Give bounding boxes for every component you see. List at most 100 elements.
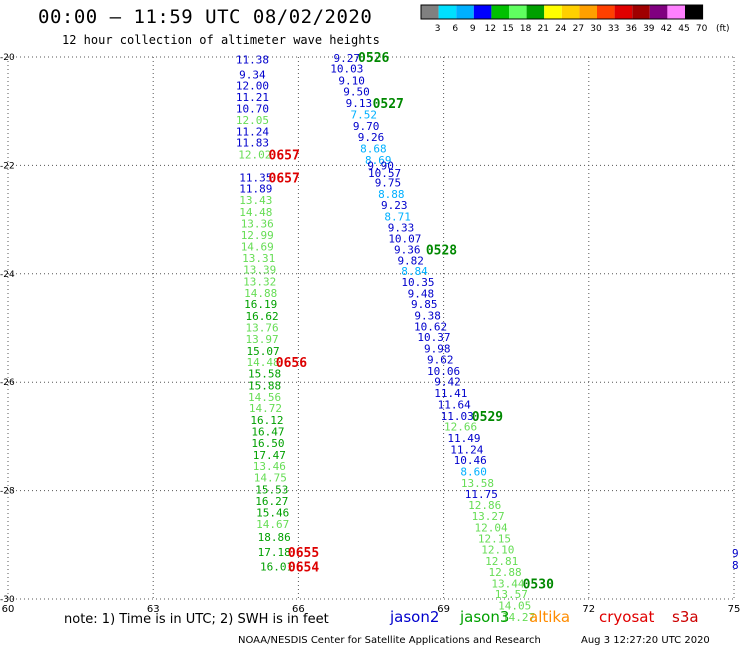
scale-swatch (579, 5, 597, 19)
swh-value-label: 13.57 (495, 588, 528, 601)
swh-value-label: 13.97 (246, 333, 279, 346)
scale-swatch (438, 5, 457, 19)
scale-swatch (667, 5, 685, 19)
y-tick-label: -24 (0, 270, 15, 280)
swh-value-label: 16.62 (246, 310, 279, 323)
swh-value-label: 8.68 (360, 143, 387, 156)
pass-time-label: 0526 (358, 51, 389, 66)
swh-value-label: 9.98 (424, 343, 451, 356)
pass-time-label: 0529 (472, 410, 503, 425)
swh-value-label: 11.35 (239, 171, 272, 184)
swh-value-label: 14.88 (244, 287, 277, 300)
swh-value-label: 9.33 (388, 222, 415, 235)
swh-value-label: 12.15 (478, 532, 511, 545)
y-tick-label: -22 (0, 161, 15, 171)
swh-value-label: 8.88 (378, 188, 405, 201)
edge-value-label: 8 (732, 559, 739, 572)
scale-swatch (526, 5, 545, 19)
scale-swatch (685, 5, 703, 19)
swh-value-label: 11.89 (239, 183, 272, 196)
swh-value-label: 15.58 (248, 368, 281, 381)
scale-tick-label: 36 (625, 24, 637, 34)
swh-value-label: 13.46 (253, 460, 286, 473)
swh-value-label: 13.32 (243, 275, 276, 288)
swh-value-label: 13.31 (242, 252, 275, 265)
swh-value-label: 9.26 (358, 131, 385, 144)
swh-value-label: 11.75 (465, 488, 498, 501)
swh-value-label: 8.60 (460, 466, 487, 479)
swh-value-label: 9.38 (414, 310, 441, 323)
swh-value-label: 9.48 (408, 287, 435, 300)
swh-value-label: 15.53 (255, 484, 288, 497)
pass-time-label: 0530 (523, 577, 554, 592)
y-tick-label: -28 (0, 487, 15, 497)
swh-value-label: 11.64 (438, 398, 471, 411)
swh-value-label: 9.23 (381, 199, 408, 212)
edge-value-label: 9 (732, 547, 739, 560)
x-tick-label: 60 (2, 604, 15, 615)
scale-swatch (597, 5, 615, 19)
pass-time-label: 0657 (269, 149, 300, 164)
scale-tick-label: 30 (590, 24, 602, 34)
credit-text: NOAA/NESDIS Center for Satellite Applica… (238, 635, 541, 646)
swh-value-label: 9.34 (239, 68, 266, 81)
swh-value-label: 11.83 (236, 137, 269, 150)
scale-swatch (421, 5, 439, 19)
swh-value-label: 9.70 (353, 120, 380, 133)
pass-time-label: 0527 (373, 97, 404, 112)
swh-value-label: 11.21 (236, 91, 269, 104)
y-tick-label: -26 (0, 378, 15, 388)
swh-value-label: 18.86 (258, 531, 291, 544)
swh-value-label: 8.84 (401, 265, 428, 278)
swh-value-label: 10.37 (417, 331, 450, 344)
swh-value-label: 8.71 (384, 210, 411, 223)
scale-swatch (561, 5, 580, 19)
swh-value-label: 10.03 (330, 62, 363, 75)
swh-value-label: 14.27 (502, 611, 535, 624)
swh-value-label: 12.88 (489, 566, 522, 579)
pass-time-label: 0655 (288, 546, 319, 561)
swh-value-label: 14.48 (247, 356, 280, 369)
scale-swatch (649, 5, 668, 19)
scale-tick-label: 21 (537, 24, 548, 34)
pass-time-label: 0657 (269, 171, 300, 186)
swh-value-label: 14.72 (249, 402, 282, 415)
swh-value-label: 10.46 (454, 454, 487, 467)
swh-value-label: 10.35 (401, 276, 434, 289)
scale-swatch (614, 5, 633, 19)
swh-value-label: 14.69 (241, 241, 274, 254)
swh-value-label: 17.47 (253, 449, 286, 462)
swh-value-label: 9.75 (375, 177, 402, 190)
scale-swatch (509, 5, 527, 19)
scale-swatch (491, 5, 509, 19)
swh-value-label: 12.02 (238, 149, 271, 162)
swh-value-label: 14.48 (239, 206, 272, 219)
scale-swatch (456, 5, 474, 19)
pass-time-label: 0654 (288, 560, 319, 575)
scale-tick-label: 3 (435, 24, 441, 34)
scale-tick-label: 27 (573, 24, 584, 34)
swh-value-label: 12.81 (485, 555, 518, 568)
swh-value-label: 11.03 (441, 410, 474, 423)
x-tick-label: 75 (728, 604, 740, 615)
swh-value-label: 16.50 (251, 437, 284, 450)
timestamp-text: Aug 3 12:27:20 UTC 2020 (581, 635, 710, 646)
swh-value-label: 12.10 (481, 544, 514, 557)
scale-tick-label: 24 (555, 24, 567, 34)
swh-value-label: 16.01 (260, 560, 293, 573)
swh-value-label: 10.07 (388, 233, 421, 246)
x-tick-label: 66 (292, 604, 305, 615)
scale-tick-label: 18 (520, 24, 532, 34)
note-text: note: 1) Time is in UTC; 2) SWH is in fe… (64, 612, 329, 627)
color-scale-legend: 3 6 9 12 15 18 21 24 27 30 33 36 39 42 45 70 (ft) (420, 4, 730, 34)
scale-tick-label: 33 (608, 24, 619, 34)
swh-value-label: 12.99 (241, 229, 274, 242)
scale-tick-label: 39 (643, 24, 655, 34)
x-tick-label: 72 (582, 604, 595, 615)
swh-value-label: 7.52 (350, 108, 377, 121)
swh-value-label: 10.06 (427, 365, 460, 378)
y-tick-label: -30 (0, 595, 15, 605)
satellite-jason3-label: jason3 (460, 608, 510, 626)
swh-value-label: 14.56 (248, 391, 281, 404)
swh-value-label: 13.76 (246, 321, 279, 334)
